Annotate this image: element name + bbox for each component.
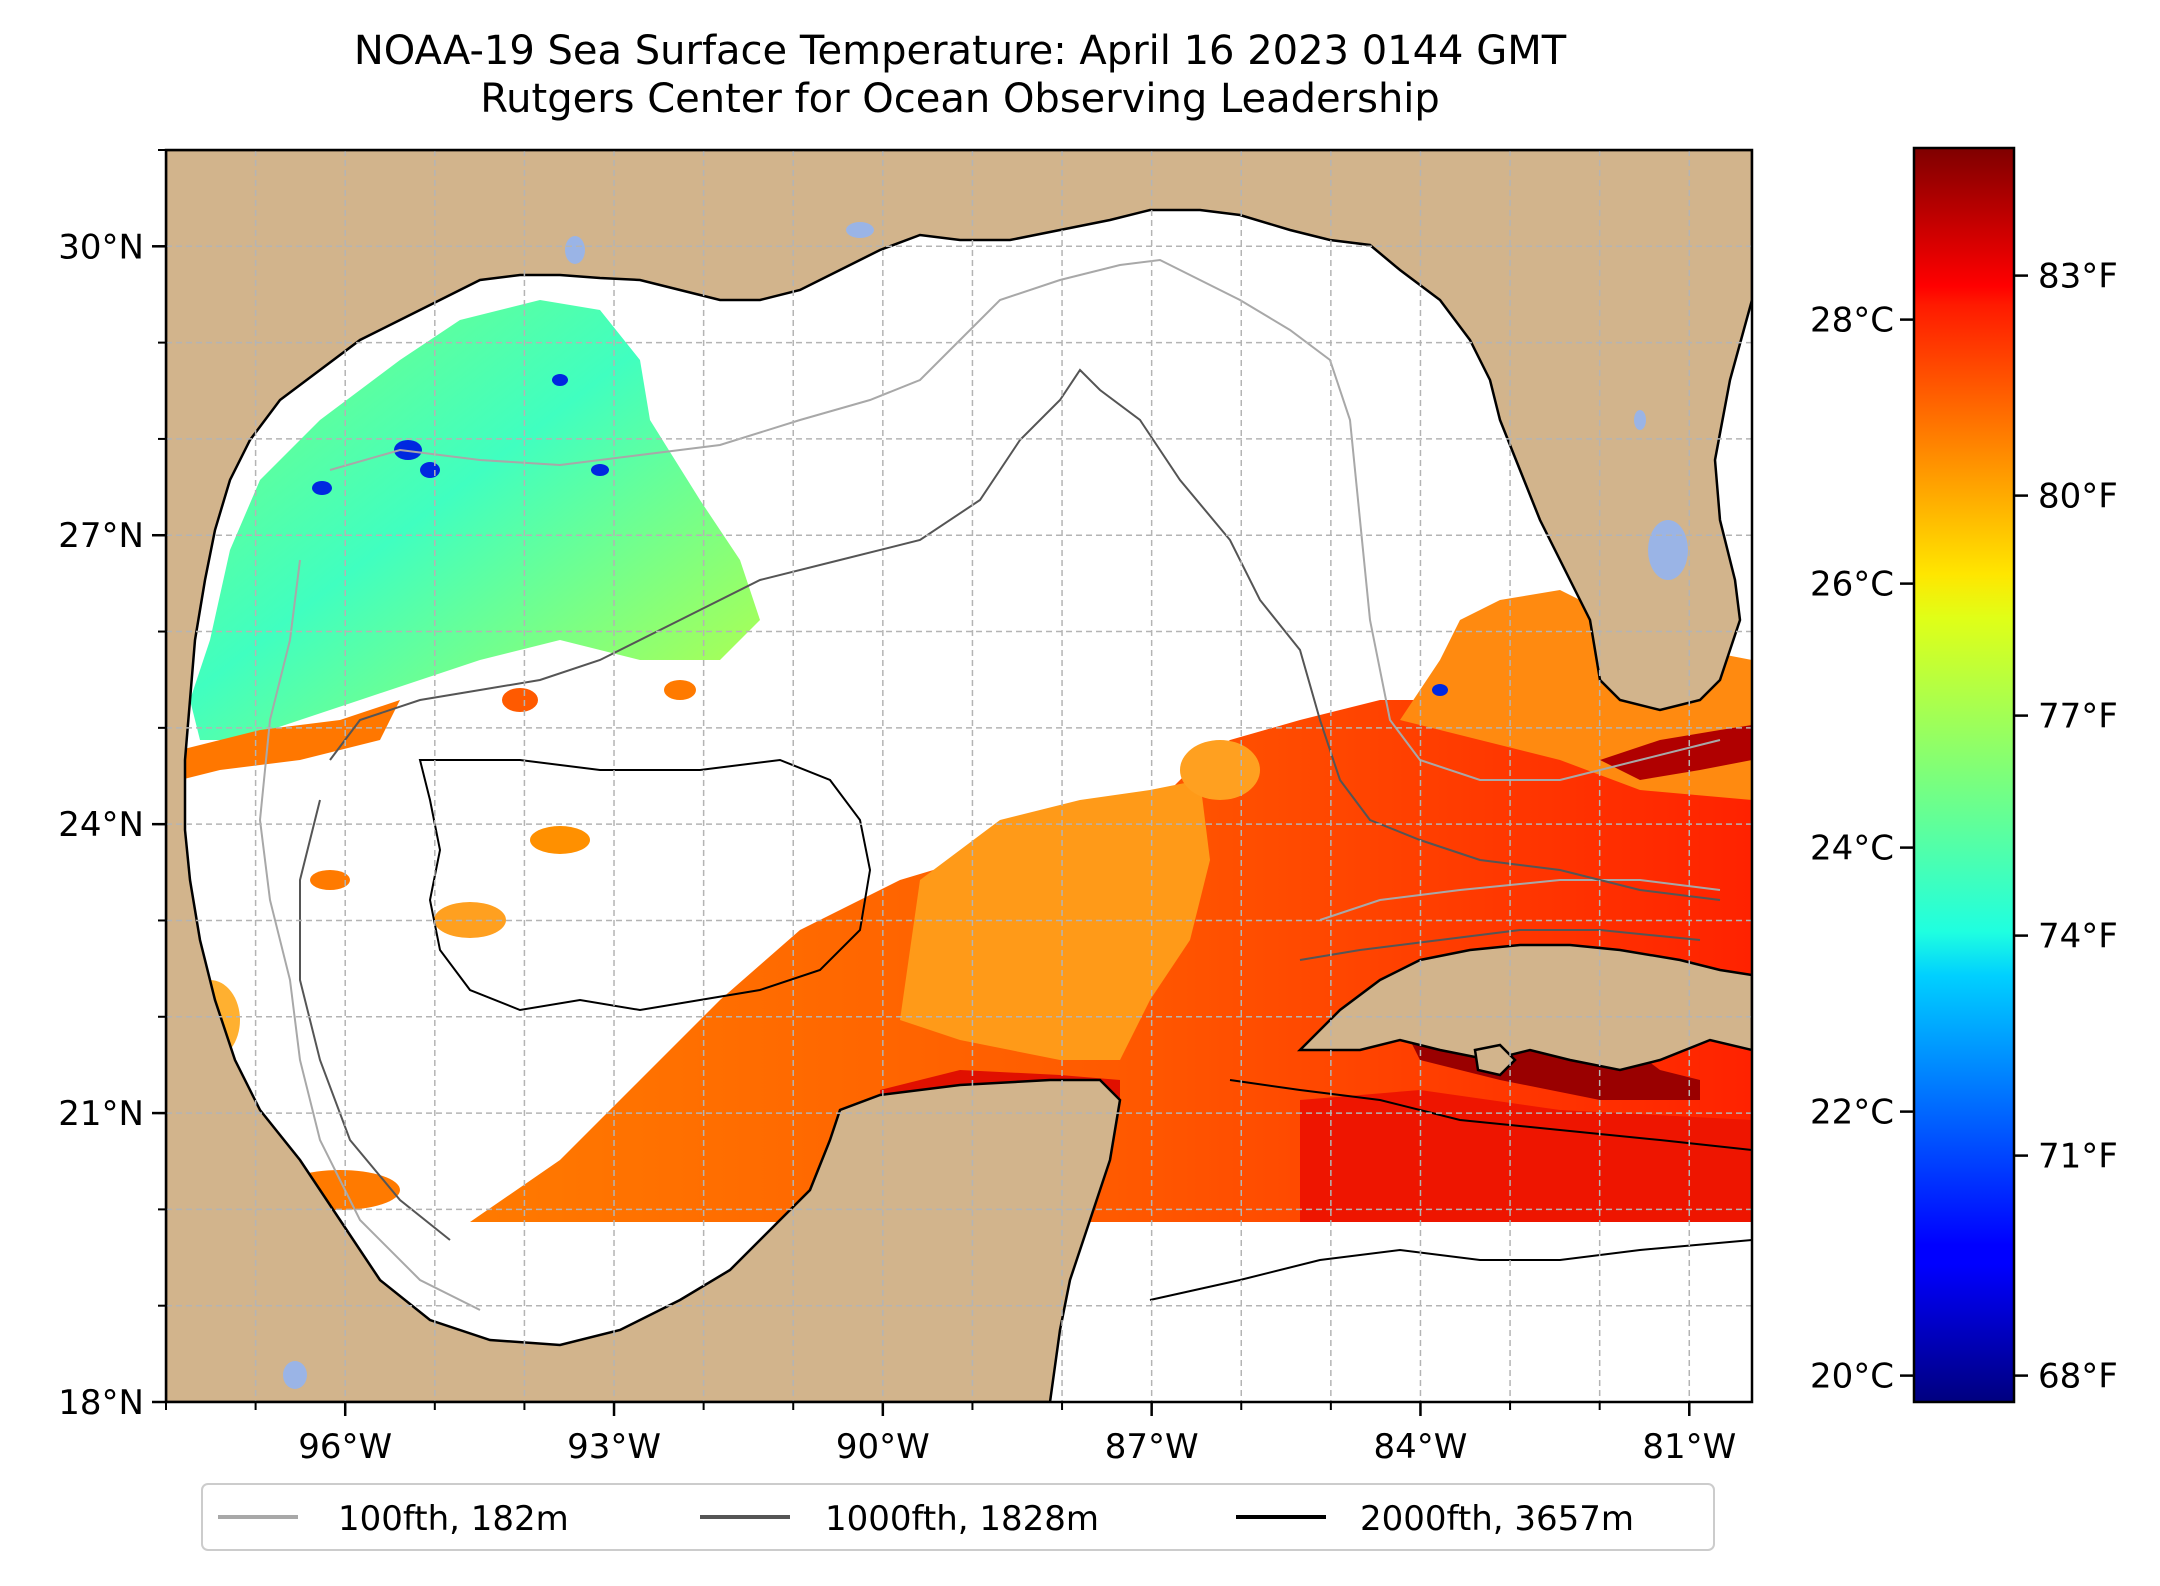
- legend-label-100fth: 100fth, 182m: [338, 1499, 569, 1539]
- colorbar-ticks: 20°C 22°C 24°C 26°C 28°C 68°F 71°F 74°F 77°F 80°F…: [1810, 257, 2118, 1397]
- map-axes: 96°W 93°W 90°W 87°W 84°W 81°W 18°N 21°N 24°N 27°N…: [58, 149, 1736, 1467]
- legend-label-2000fth: 2000fth, 3657m: [1360, 1499, 1634, 1539]
- contour-legend: 100fth, 182m 1000fth, 1828m 2000fth, 365…: [201, 1483, 1715, 1551]
- celsius-tick-label: 24°C: [1810, 829, 1894, 869]
- lon-tick-label: 87°W: [1105, 1427, 1199, 1467]
- land: [166, 150, 1752, 1402]
- lat-tick-label: 30°N: [58, 227, 144, 267]
- figure-title: NOAA-19 Sea Surface Temperature: April 1…: [354, 28, 1567, 74]
- map-frame: [164, 148, 1754, 1404]
- fahrenheit-tick-label: 71°F: [2038, 1137, 2118, 1177]
- celsius-tick-label: 22°C: [1810, 1093, 1894, 1133]
- map-gridlines: [166, 150, 1752, 1402]
- fahrenheit-tick-label: 68°F: [2038, 1357, 2118, 1397]
- fahrenheit-tick-label: 74°F: [2038, 917, 2118, 957]
- fahrenheit-tick-label: 80°F: [2038, 477, 2118, 517]
- lon-tick-label: 93°W: [567, 1427, 661, 1467]
- land-north-america: [166, 150, 1752, 1402]
- fahrenheit-tick-label: 77°F: [2038, 697, 2118, 737]
- celsius-tick-label: 28°C: [1810, 301, 1894, 341]
- legend-box: [201, 1483, 1715, 1551]
- colorbar: 20°C 22°C 24°C 26°C 28°C 68°F 71°F 74°F 77°F 80°F…: [1810, 146, 2118, 1404]
- sst-keys-red: [1600, 725, 1752, 780]
- lat-tick-label: 27°N: [58, 516, 144, 556]
- lat-tick-label: 24°N: [58, 805, 144, 845]
- legend-label-1000fth: 1000fth, 1828m: [825, 1499, 1099, 1539]
- figure-subtitle: Rutgers Center for Ocean Observing Leade…: [480, 76, 1440, 122]
- sst-cool-nw-shelf: [190, 300, 760, 740]
- sst-loop-current: [900, 780, 1210, 1060]
- lon-tick-label: 96°W: [298, 1427, 392, 1467]
- lon-tick-label: 81°W: [1642, 1427, 1736, 1467]
- celsius-tick-label: 26°C: [1810, 565, 1894, 605]
- map-panel: [166, 150, 1752, 1402]
- lat-tick-label: 18°N: [58, 1383, 144, 1423]
- lat-tick-label: 21°N: [58, 1094, 144, 1134]
- contour-2000fth: [418, 758, 1752, 1301]
- land-cuba: [1296, 943, 1752, 1072]
- lon-tick-label: 90°W: [836, 1427, 930, 1467]
- contour-1000fth: [299, 368, 1721, 1241]
- sst-red-belt: [1300, 1090, 1752, 1222]
- land-isle-of-youth: [1473, 1043, 1517, 1077]
- fahrenheit-tick-label: 83°F: [2038, 257, 2118, 297]
- colorbar-gradient: [1912, 146, 2016, 1404]
- celsius-tick-label: 20°C: [1810, 1357, 1894, 1397]
- lon-tick-label: 84°W: [1374, 1427, 1468, 1467]
